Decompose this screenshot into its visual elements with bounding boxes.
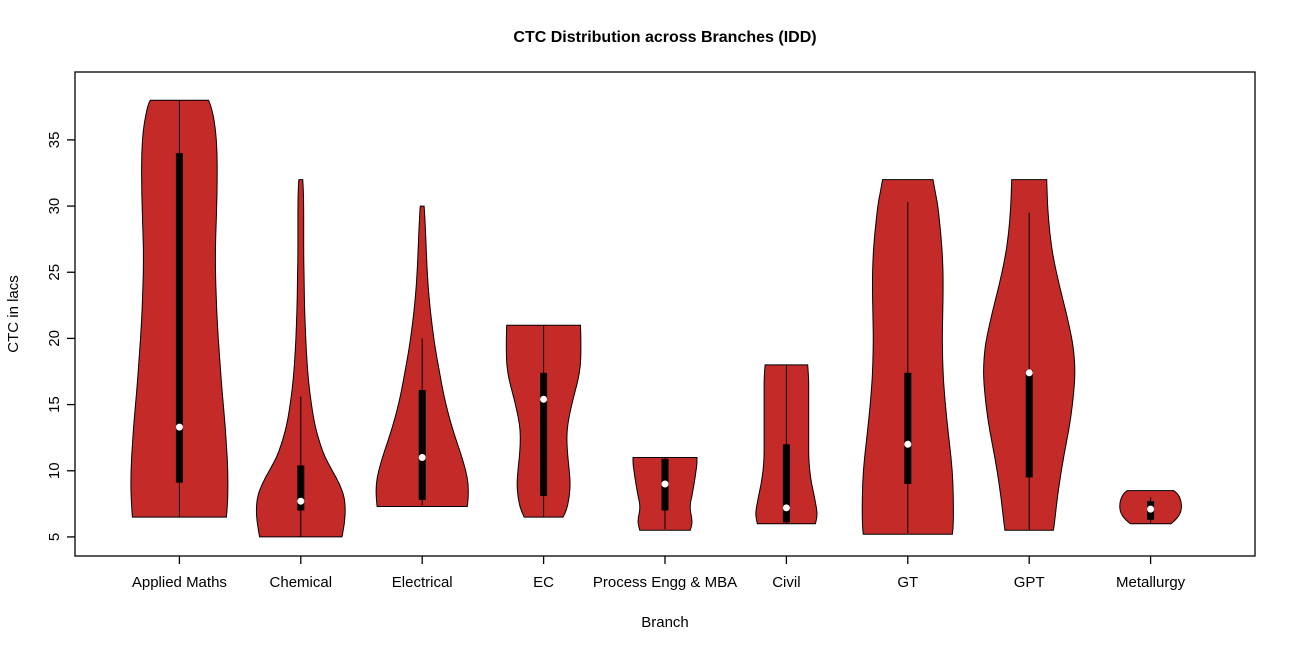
x-tick-label: GPT	[1014, 574, 1045, 591]
x-tick-label: Civil	[772, 574, 800, 591]
y-tick-label: 15	[46, 396, 63, 413]
x-axis-title: Branch	[641, 614, 689, 631]
y-tick-label: 5	[46, 533, 63, 541]
y-tick-label: 35	[46, 132, 63, 149]
violin-ec	[505, 324, 582, 518]
y-axis-title: CTC in lacs	[5, 275, 22, 353]
x-tick-label: Applied Maths	[132, 574, 227, 591]
violin-process-engg-mba	[632, 457, 698, 531]
y-tick-label: 25	[46, 264, 63, 281]
x-tick-label: Electrical	[392, 574, 453, 591]
y-tick-label: 10	[46, 462, 63, 479]
violin-gt	[861, 179, 954, 535]
violin-metallurgy	[1119, 490, 1182, 525]
y-tick-label: 20	[46, 330, 63, 347]
iqr-box	[782, 444, 790, 523]
iqr-box	[540, 372, 548, 496]
median-dot	[1025, 369, 1033, 377]
iqr-box	[904, 372, 912, 485]
median-dot	[661, 480, 669, 488]
iqr-box	[297, 465, 305, 511]
iqr-box	[1025, 370, 1033, 478]
y-tick-label: 30	[46, 198, 63, 215]
median-dot	[418, 454, 426, 462]
x-tick-label: Chemical	[270, 574, 333, 591]
violin-civil	[755, 364, 818, 525]
iqr-box	[418, 390, 426, 500]
iqr-box	[175, 153, 183, 483]
violin-body	[255, 179, 346, 538]
violin-applied-maths	[130, 99, 229, 518]
median-dot	[904, 440, 912, 448]
median-dot	[540, 395, 548, 403]
violin-electrical	[375, 205, 469, 507]
median-dot	[297, 497, 305, 505]
x-tick-label: EC	[533, 574, 554, 591]
plot-area	[130, 99, 1182, 538]
median-dot	[175, 423, 183, 431]
violin-chemical	[255, 179, 346, 538]
chart-title: CTC Distribution across Branches (IDD)	[513, 29, 816, 46]
median-dot	[1147, 505, 1155, 513]
violin-gpt	[983, 179, 1076, 531]
axes: 5 10 15 20 25 30 35 Applied Maths Chemical Electr…	[46, 71, 1256, 591]
x-tick-label: Metallurgy	[1116, 574, 1186, 591]
x-tick-label: GT	[897, 574, 918, 591]
x-tick-label: Process Engg & MBA	[593, 574, 737, 591]
median-dot	[782, 504, 790, 512]
